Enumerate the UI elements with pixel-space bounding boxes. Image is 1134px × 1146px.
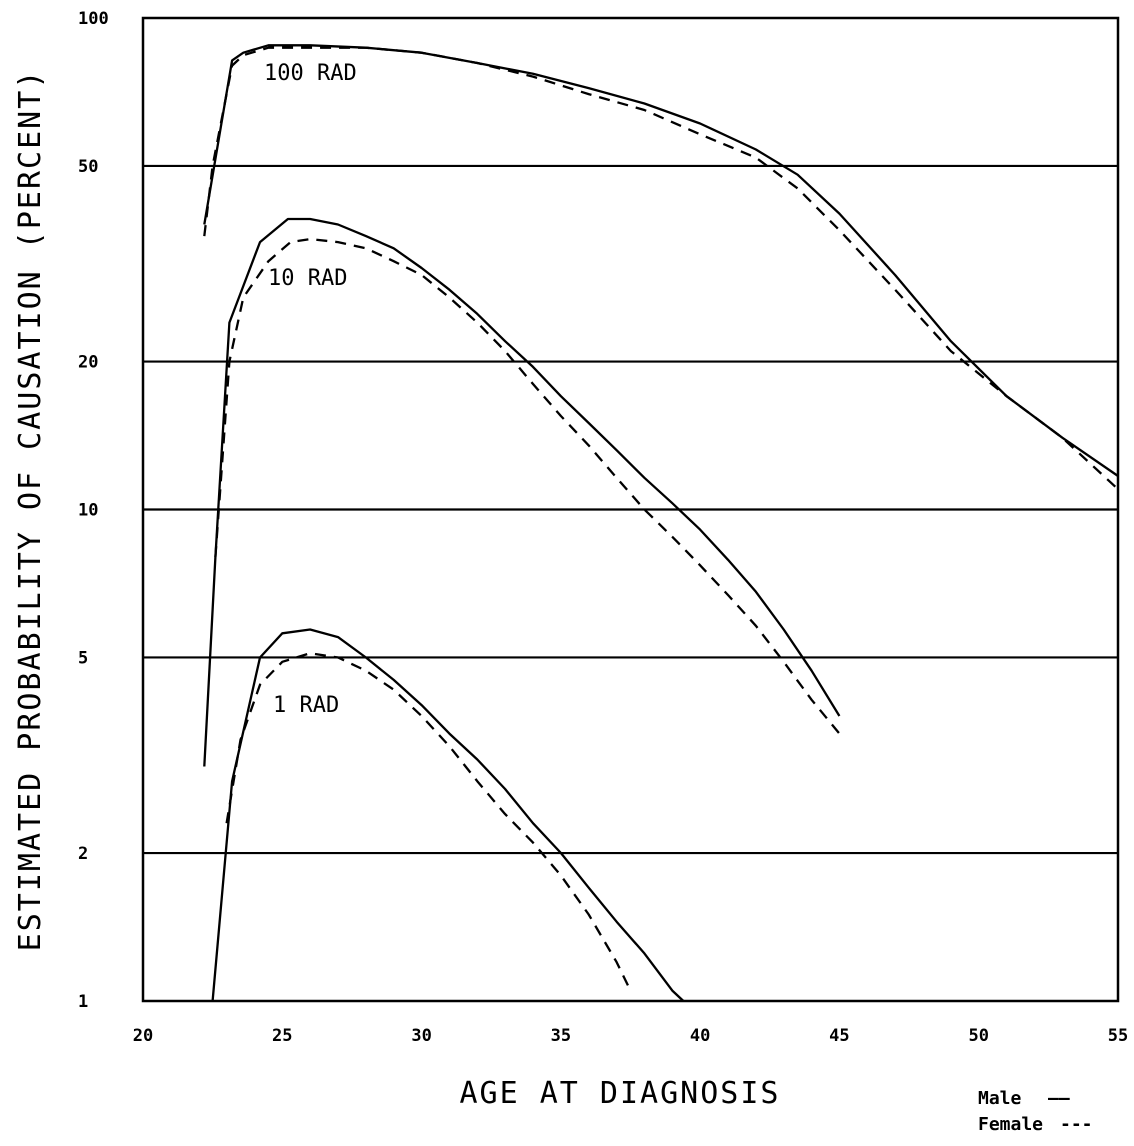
y-tick-label-20: 20 <box>78 353 98 373</box>
plot-frame <box>141 16 1120 1003</box>
y-axis-ticks: 1 2 5 10 20 50 100 <box>78 9 109 1012</box>
x-axis-ticks: 20 25 30 35 40 45 50 55 <box>133 1026 1128 1046</box>
series-label-1-rad: 1 RAD <box>273 693 339 718</box>
x-tick-label-30: 30 <box>411 1026 431 1046</box>
series-1-rad-male <box>211 628 685 1002</box>
legend: Male —— Female --- <box>978 1088 1093 1135</box>
series-100-rad-male <box>203 44 1119 477</box>
y-tick-label-50: 50 <box>78 157 98 177</box>
x-axis-title: AGE AT DIAGNOSIS <box>460 1076 781 1111</box>
y-tick-label-100: 100 <box>78 9 109 29</box>
x-tick-label-20: 20 <box>133 1026 153 1046</box>
series-label-10-rad: 10 RAD <box>268 266 347 291</box>
series-layer <box>203 44 1119 1002</box>
y-tick-label-5: 5 <box>78 648 88 668</box>
series-10-rad-female <box>214 237 841 735</box>
y-tick-label-1: 1 <box>78 992 88 1012</box>
legend-female-marker: --- <box>1060 1114 1093 1135</box>
x-tick-label-55: 55 <box>1108 1026 1128 1046</box>
x-tick-label-25: 25 <box>272 1026 292 1046</box>
y-tick-label-2: 2 <box>78 844 88 864</box>
grid-layer <box>143 164 1118 855</box>
series-100-rad-female <box>203 46 1119 491</box>
x-tick-label-45: 45 <box>829 1026 849 1046</box>
series-10-rad-male <box>203 217 841 767</box>
series-label-100-rad: 100 RAD <box>264 61 357 86</box>
y-axis-title: ESTIMATED PROBABILITY OF CAUSATION (PERC… <box>13 69 48 952</box>
x-tick-label-35: 35 <box>551 1026 571 1046</box>
x-tick-label-40: 40 <box>690 1026 710 1046</box>
y-tick-label-10: 10 <box>78 501 98 521</box>
legend-male-label: Male <box>978 1088 1022 1109</box>
legend-male-marker: —— <box>1048 1088 1070 1109</box>
x-tick-label-50: 50 <box>968 1026 988 1046</box>
legend-female-label: Female <box>978 1114 1043 1135</box>
